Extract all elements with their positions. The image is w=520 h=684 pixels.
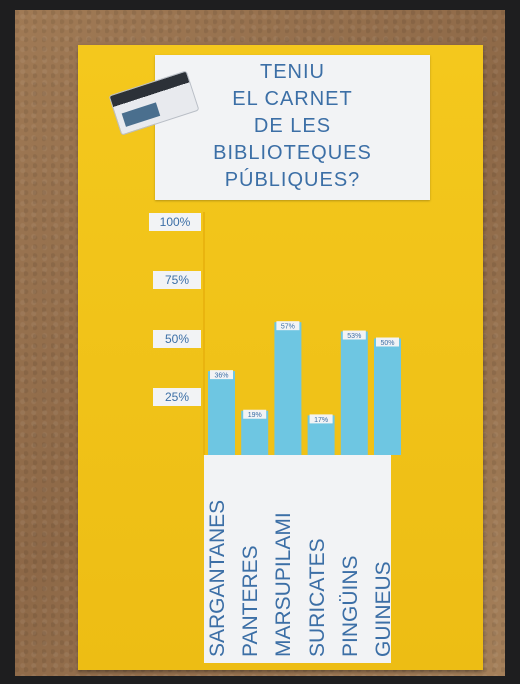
bar-group	[208, 322, 401, 455]
category-label-panel: SARGANTANES PANTERES MARSUPILAMI SURICATES P…	[204, 455, 391, 663]
bar-marsupilami	[274, 322, 301, 455]
bar-sargantanes	[208, 371, 235, 455]
category-label: SURICATES	[306, 538, 330, 657]
bar-guineus	[374, 339, 401, 456]
bar-value-label: 53%	[347, 333, 361, 340]
category-label: PINGÜINS	[339, 555, 363, 657]
category-label: GUINEUS	[372, 561, 396, 657]
bar-value-label: 17%	[314, 417, 328, 424]
category-label: MARSUPILAMI	[272, 512, 296, 657]
bar-value-label: 50%	[380, 340, 394, 347]
bar-label-group: 36% 19% 57% 17% 53% 50%	[210, 321, 399, 424]
category-label: SARGANTANES	[206, 500, 230, 657]
bar-value-label: 36%	[214, 373, 228, 380]
category-label: PANTERES	[239, 545, 263, 657]
bar-value-label: 57%	[281, 324, 295, 331]
bar-value-label: 19%	[248, 412, 262, 419]
bar-pingüins	[341, 332, 368, 455]
